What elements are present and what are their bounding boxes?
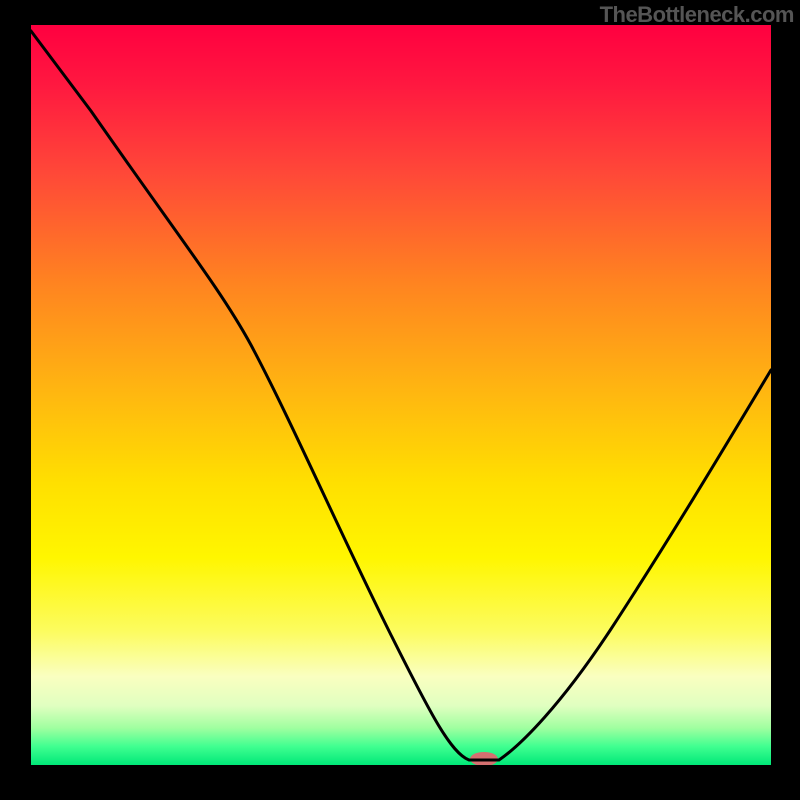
chart-frame: TheBottleneck.com <box>0 0 800 800</box>
bottleneck-plot <box>31 25 771 765</box>
